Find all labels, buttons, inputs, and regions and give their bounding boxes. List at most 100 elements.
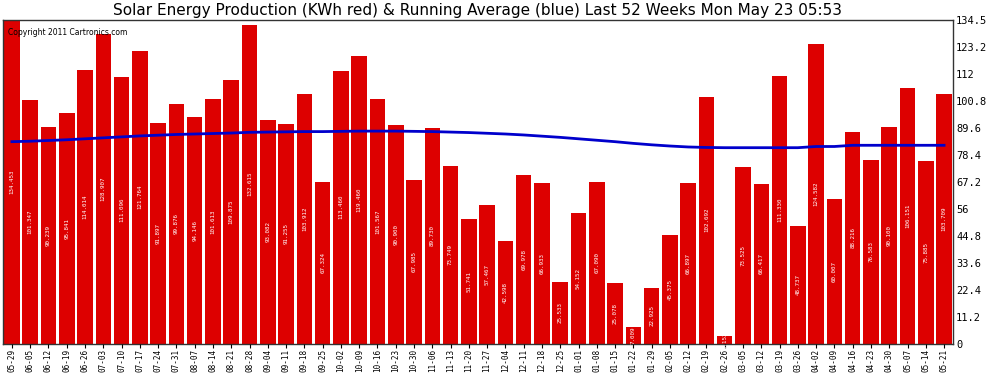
Bar	[351, 57, 367, 344]
Text: 67.090: 67.090	[594, 252, 599, 273]
Text: 73.525: 73.525	[741, 245, 745, 266]
Text: 67.324: 67.324	[320, 252, 325, 273]
Bar	[571, 213, 586, 344]
Bar	[827, 200, 842, 344]
Bar	[844, 132, 860, 344]
Bar	[443, 166, 458, 344]
Text: 90.900: 90.900	[393, 224, 398, 245]
Bar	[900, 88, 916, 344]
Text: 22.925: 22.925	[649, 306, 654, 327]
Bar	[114, 76, 130, 344]
Text: 91.255: 91.255	[283, 224, 288, 245]
Text: 111.096: 111.096	[119, 198, 124, 222]
Bar	[881, 127, 897, 344]
Text: 48.737: 48.737	[795, 274, 800, 296]
Text: 51.741: 51.741	[466, 271, 471, 292]
Text: 109.875: 109.875	[229, 199, 234, 224]
Text: 75.885: 75.885	[924, 242, 929, 263]
Text: 102.692: 102.692	[704, 208, 709, 232]
Bar	[699, 97, 714, 344]
Bar	[772, 76, 787, 344]
Text: 66.417: 66.417	[758, 253, 763, 274]
Text: 95.841: 95.841	[64, 218, 69, 239]
Bar	[644, 288, 659, 344]
Bar	[95, 34, 111, 344]
Title: Solar Energy Production (KWh red) & Running Average (blue) Last 52 Weeks Mon May: Solar Energy Production (KWh red) & Runn…	[114, 3, 842, 18]
Bar	[662, 234, 678, 344]
Text: 69.978: 69.978	[521, 249, 526, 270]
Bar	[479, 206, 495, 344]
Text: 90.239: 90.239	[46, 225, 50, 246]
Text: 93.082: 93.082	[265, 221, 270, 242]
Bar	[736, 167, 750, 344]
Text: 45.375: 45.375	[667, 279, 672, 300]
Text: 113.460: 113.460	[339, 195, 344, 219]
Bar	[23, 100, 38, 344]
Bar	[461, 219, 476, 344]
Text: 66.897: 66.897	[686, 253, 691, 274]
Text: 3.152: 3.152	[723, 331, 728, 348]
Bar	[205, 99, 221, 344]
Text: 57.467: 57.467	[485, 264, 490, 285]
Text: 94.146: 94.146	[192, 220, 197, 241]
Text: 101.567: 101.567	[375, 209, 380, 234]
Text: 73.749: 73.749	[448, 244, 453, 266]
Bar	[607, 283, 623, 344]
Bar	[334, 71, 348, 344]
Bar	[790, 226, 806, 344]
Text: 103.709: 103.709	[941, 207, 946, 231]
Text: Copyright 2011 Cartronics.com: Copyright 2011 Cartronics.com	[8, 28, 127, 38]
Text: 114.014: 114.014	[82, 194, 87, 219]
Bar	[132, 51, 148, 344]
Bar	[150, 123, 166, 344]
Bar	[589, 182, 605, 344]
Bar	[224, 80, 239, 344]
Bar	[918, 161, 934, 344]
Text: 91.897: 91.897	[155, 223, 160, 244]
Bar	[680, 183, 696, 344]
Bar	[297, 94, 312, 344]
Bar	[242, 25, 257, 344]
Text: 119.460: 119.460	[356, 188, 361, 212]
Text: 134.453: 134.453	[10, 170, 15, 194]
Text: 90.100: 90.100	[887, 225, 892, 246]
Bar	[498, 241, 513, 344]
Text: 76.583: 76.583	[868, 241, 873, 262]
Text: 111.330: 111.330	[777, 198, 782, 222]
Bar	[168, 104, 184, 344]
Text: 66.933: 66.933	[540, 253, 545, 274]
Text: 60.007: 60.007	[832, 261, 837, 282]
Bar	[59, 113, 74, 344]
Bar	[315, 182, 331, 344]
Bar	[388, 125, 404, 344]
Bar	[753, 184, 769, 344]
Bar	[260, 120, 275, 344]
Bar	[863, 159, 879, 344]
Text: 106.151: 106.151	[905, 204, 910, 228]
Text: 132.615: 132.615	[248, 172, 252, 196]
Text: 99.876: 99.876	[174, 213, 179, 234]
Text: 42.598: 42.598	[503, 282, 508, 303]
Bar	[425, 128, 441, 344]
Text: 101.613: 101.613	[211, 209, 216, 234]
Bar	[278, 124, 294, 344]
Text: 89.730: 89.730	[430, 225, 435, 246]
Text: 67.985: 67.985	[412, 251, 417, 272]
Bar	[552, 282, 568, 344]
Text: 25.078: 25.078	[613, 303, 618, 324]
Bar	[41, 127, 56, 344]
Bar	[516, 176, 532, 344]
Bar	[626, 327, 642, 344]
Bar	[717, 336, 733, 344]
Bar	[187, 117, 203, 344]
Bar	[369, 99, 385, 344]
Bar	[77, 69, 93, 344]
Bar	[535, 183, 549, 344]
Text: 54.152: 54.152	[576, 268, 581, 289]
Text: 101.347: 101.347	[28, 210, 33, 234]
Bar	[4, 21, 20, 344]
Bar	[406, 180, 422, 344]
Text: 103.912: 103.912	[302, 207, 307, 231]
Text: 7.009: 7.009	[631, 326, 636, 344]
Bar	[937, 94, 951, 344]
